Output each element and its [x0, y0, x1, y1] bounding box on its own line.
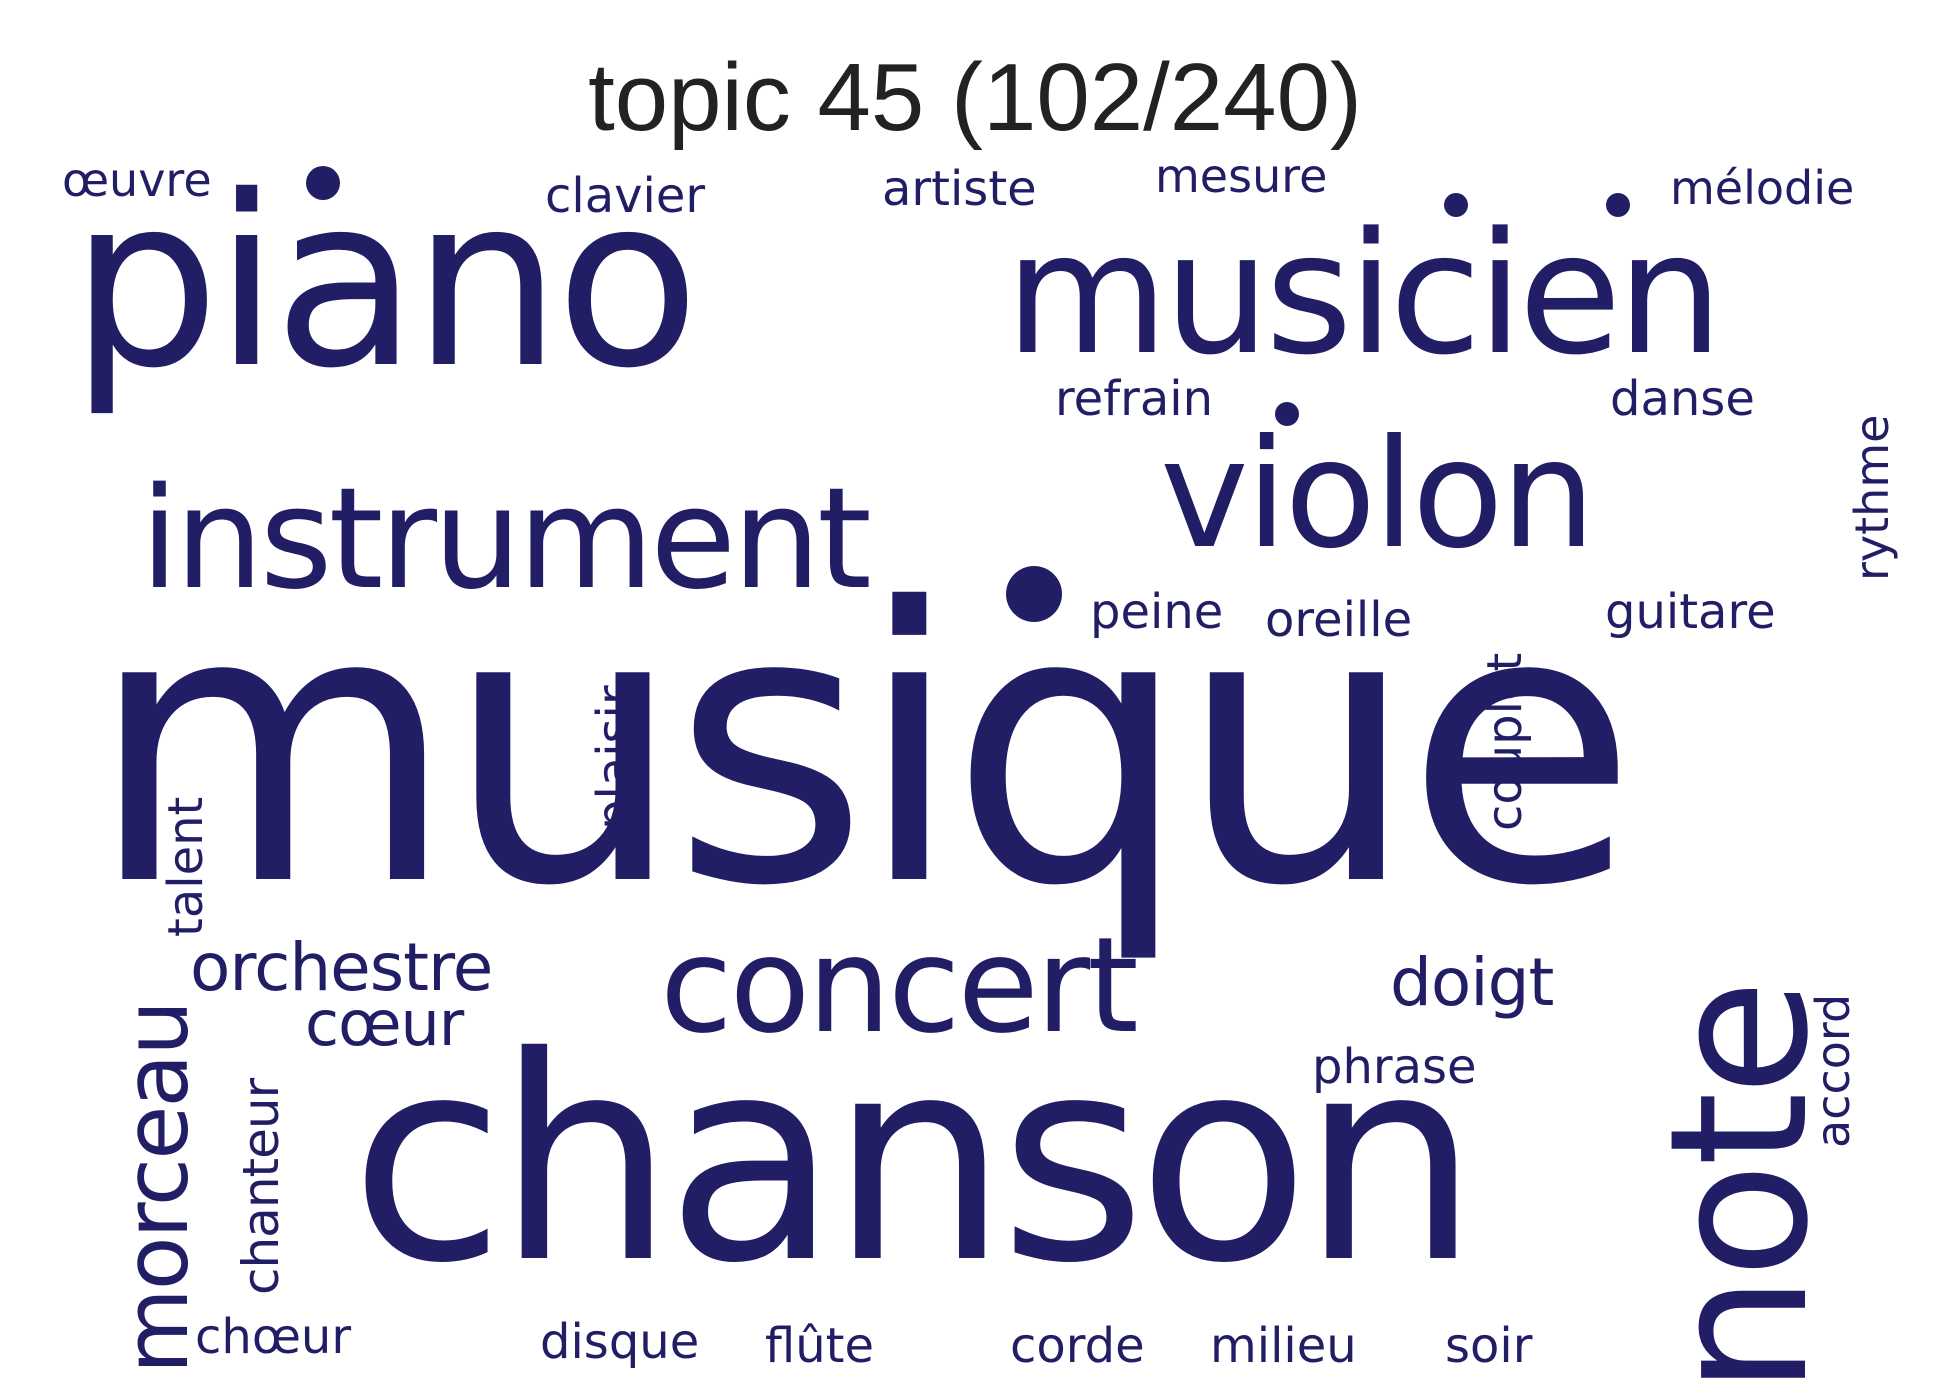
- word-orchestre: orchestre: [190, 929, 493, 1006]
- word-accord: accord: [1806, 993, 1860, 1148]
- dot-decoration: [1444, 193, 1468, 217]
- word-oreille: oreille: [1265, 592, 1413, 648]
- word-rythme: rythme: [1845, 414, 1899, 581]
- chart-title: topic 45 (102/240): [588, 44, 1362, 151]
- word-plaisir: plaisir: [587, 685, 643, 830]
- word-flute: flûte: [765, 1318, 875, 1374]
- word-couplet: couplet: [1477, 652, 1533, 831]
- dot-decoration: [306, 166, 340, 200]
- word-mesure: mesure: [1155, 149, 1328, 203]
- word-violon: violon: [1160, 408, 1596, 582]
- word-instrument: instrument: [140, 458, 872, 621]
- word-clavier: clavier: [545, 168, 706, 224]
- word-soir: soir: [1445, 1318, 1533, 1374]
- word-artiste: artiste: [882, 161, 1037, 217]
- word-chanson: chanson: [350, 996, 1480, 1325]
- word-concert: concert: [660, 909, 1139, 1063]
- dot-decoration: [1275, 402, 1299, 426]
- word-oeuvre: œuvre: [62, 153, 212, 207]
- word-doigt: doigt: [1390, 944, 1554, 1021]
- word-piano: piano: [70, 145, 700, 420]
- word-talent: talent: [158, 796, 214, 937]
- word-guitare: guitare: [1605, 584, 1776, 640]
- word-peine: peine: [1090, 584, 1224, 640]
- word-danse: danse: [1610, 371, 1755, 427]
- dot-decoration: [1606, 193, 1630, 217]
- dot-decoration: [1006, 566, 1062, 622]
- word-morceau: morceau: [105, 1001, 208, 1374]
- word-milieu: milieu: [1210, 1318, 1357, 1374]
- word-refrain: refrain: [1055, 371, 1214, 427]
- word-melodie: mélodie: [1670, 161, 1855, 215]
- word-musique: musique: [88, 529, 1638, 969]
- word-choeur: chœur: [195, 1309, 352, 1365]
- word-coeur: cœur: [305, 987, 464, 1060]
- word-musicien: musicien: [1005, 196, 1723, 392]
- word-disque: disque: [540, 1314, 700, 1370]
- word-phrase: phrase: [1312, 1039, 1477, 1095]
- word-corde: corde: [1010, 1318, 1145, 1374]
- word-chanteur: chanteur: [232, 1078, 290, 1295]
